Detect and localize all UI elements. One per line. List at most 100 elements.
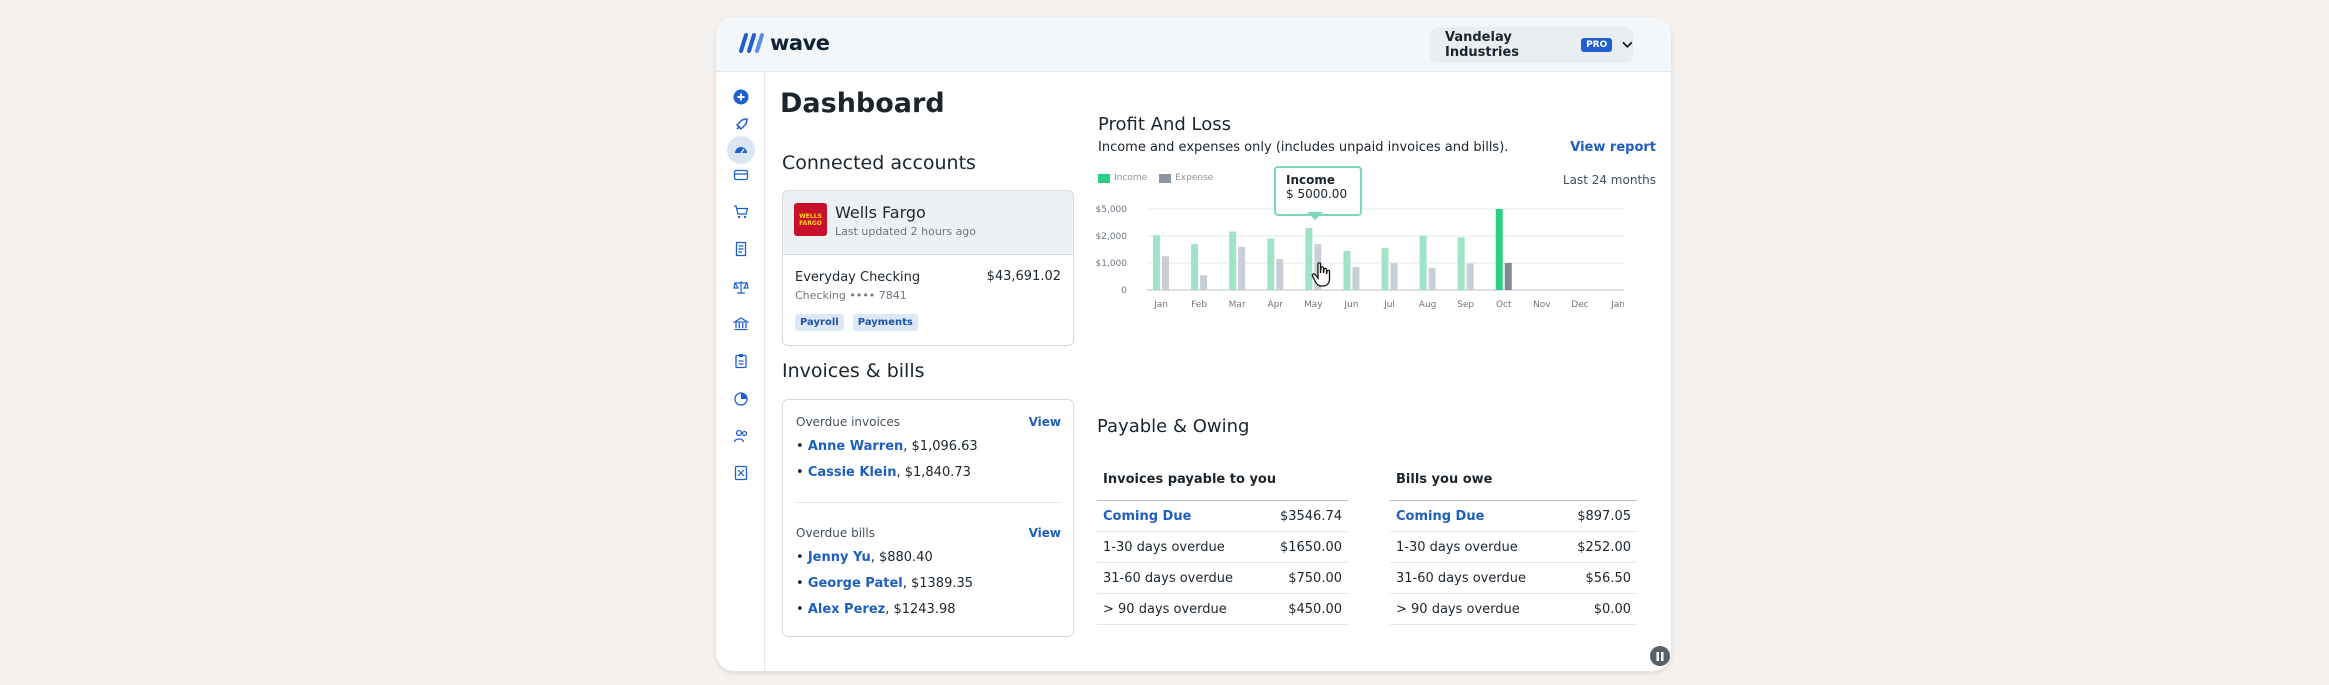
invoices-payable-table: Invoices payable to you Coming Due $3546… xyxy=(1097,460,1348,640)
scale-icon[interactable] xyxy=(730,276,752,298)
tooltip-value: $ 5000.00 xyxy=(1286,187,1348,201)
x-tick-label: Jul xyxy=(1383,300,1395,310)
income-bar[interactable] xyxy=(1153,235,1160,290)
customer-link[interactable]: Cassie Klein xyxy=(807,465,897,480)
expense-bar[interactable] xyxy=(1200,275,1208,290)
divider xyxy=(796,502,1062,503)
bills-owe-table: Bills you owe Coming Due $897.05 1-30 da… xyxy=(1390,460,1637,640)
bank-account-card[interactable]: WELLS FARGO Wells Fargo Last updated 2 h… xyxy=(782,190,1074,346)
y-tick-label: $2,000 xyxy=(1096,232,1128,242)
header-divider xyxy=(1390,500,1637,501)
tooltip-pointer xyxy=(1307,212,1323,220)
y-tick-label: $5,000 xyxy=(1096,205,1128,215)
overdue-invoice-item: • Anne Warren, $1,096.63 xyxy=(796,439,978,454)
dashboard-icon[interactable] xyxy=(727,136,755,164)
x-tick-label: Jan xyxy=(1610,300,1624,310)
row-label: 31-60 days overdue xyxy=(1396,570,1526,586)
bank-icon[interactable] xyxy=(730,313,752,335)
row-value: $1650.00 xyxy=(1279,539,1342,555)
view-report-link[interactable]: View report xyxy=(1570,140,1656,155)
invoices-payable-header: Invoices payable to you xyxy=(1103,472,1277,487)
bank-header: WELLS FARGO Wells Fargo Last updated 2 h… xyxy=(783,191,1073,255)
invoice-row-1-30[interactable]: 1-30 days overdue $1650.00 xyxy=(1097,532,1348,563)
customer-link[interactable]: Anne Warren xyxy=(807,439,904,454)
business-switcher[interactable]: Vandelay Industries PRO xyxy=(1430,27,1633,63)
income-bar[interactable] xyxy=(1419,235,1427,290)
account-tags: Payroll Payments xyxy=(795,310,922,331)
chart-legend: Income Expense xyxy=(1098,173,1213,183)
receipt-icon[interactable] xyxy=(730,238,752,260)
invoices-bills-heading: Invoices & bills xyxy=(782,360,925,382)
legend-expense-label: Expense xyxy=(1175,173,1214,183)
x-tick-label: Jun xyxy=(1343,300,1358,310)
invoice-row-90-plus[interactable]: > 90 days overdue $450.00 xyxy=(1097,594,1348,625)
cart-icon[interactable] xyxy=(730,201,752,223)
period-selector[interactable]: Last 24 months xyxy=(1562,173,1656,187)
logo-text: wave xyxy=(770,31,830,55)
chart-icon[interactable] xyxy=(730,388,752,410)
legend-income-swatch xyxy=(1098,173,1110,183)
row-value: $252.00 xyxy=(1577,539,1631,555)
vendor-link[interactable]: Jenny Yu xyxy=(807,550,871,565)
bill-row-coming-due[interactable]: Coming Due $897.05 xyxy=(1390,501,1637,532)
account-detail: Checking •••• 7841 xyxy=(795,289,907,302)
plus-icon[interactable] xyxy=(730,86,752,108)
invoice-row-coming-due[interactable]: Coming Due $3546.74 xyxy=(1097,501,1348,532)
profit-loss-heading: Profit And Loss xyxy=(1098,114,1232,135)
expense-bar[interactable] xyxy=(1162,256,1169,290)
wells-fargo-logo: WELLS FARGO xyxy=(794,203,827,236)
row-value: $3546.74 xyxy=(1279,508,1342,524)
expense-bar[interactable] xyxy=(1390,263,1398,290)
header-divider xyxy=(1097,500,1348,501)
page-title: Dashboard xyxy=(780,88,945,119)
pause-button[interactable] xyxy=(1650,646,1670,666)
income-bar[interactable] xyxy=(1229,231,1237,291)
wave-logo[interactable]: wave xyxy=(738,31,830,55)
rocket-icon[interactable] xyxy=(730,114,752,136)
income-bar[interactable] xyxy=(1305,227,1313,290)
invoice-row-31-60[interactable]: 31-60 days overdue $750.00 xyxy=(1097,563,1348,594)
income-bar[interactable] xyxy=(1343,250,1351,290)
expense-bar[interactable] xyxy=(1352,267,1360,290)
vendor-link[interactable]: Alex Perez xyxy=(807,602,886,617)
tooltip-label: Income xyxy=(1286,173,1336,187)
vendor-link[interactable]: George Patel xyxy=(807,576,903,591)
expense-bar[interactable] xyxy=(1466,263,1474,290)
income-bar[interactable] xyxy=(1495,209,1503,290)
calculator-icon[interactable] xyxy=(730,462,752,484)
bill-row-31-60[interactable]: 31-60 days overdue $56.50 xyxy=(1390,563,1637,594)
expense-bar[interactable] xyxy=(1238,246,1246,290)
chevron-down-icon xyxy=(1622,41,1633,49)
app-window: wave Vandelay Industries PRO xyxy=(716,17,1671,671)
tag-payments[interactable]: Payments xyxy=(852,314,918,331)
overdue-bill-item: • George Patel, $1389.35 xyxy=(796,576,974,591)
row-value: $750.00 xyxy=(1288,570,1342,586)
expense-bar[interactable] xyxy=(1276,258,1284,290)
income-bar[interactable] xyxy=(1457,237,1465,290)
row-label: > 90 days overdue xyxy=(1103,601,1227,617)
x-tick-label: Mar xyxy=(1229,300,1246,310)
overdue-invoices-view-link[interactable]: View xyxy=(1028,415,1061,429)
people-icon[interactable] xyxy=(730,425,752,447)
tag-payroll[interactable]: Payroll xyxy=(795,314,844,331)
income-bar[interactable] xyxy=(1267,238,1275,290)
bill-row-90-plus[interactable]: > 90 days overdue $0.00 xyxy=(1390,594,1637,625)
clipboard-icon[interactable] xyxy=(730,350,752,372)
overdue-bills-view-link[interactable]: View xyxy=(1028,526,1061,540)
main-content: Dashboard Connected accounts WELLS FARGO… xyxy=(765,72,1671,671)
connected-accounts-heading: Connected accounts xyxy=(782,152,976,174)
expense-bar[interactable] xyxy=(1428,267,1436,290)
last-updated: Last updated 2 hours ago xyxy=(835,225,977,238)
expense-bar[interactable] xyxy=(1504,263,1512,290)
row-label: 1-30 days overdue xyxy=(1103,539,1225,555)
profit-loss-subtitle: Income and expenses only (includes unpai… xyxy=(1098,140,1509,155)
row-value: $0.00 xyxy=(1593,601,1631,617)
income-bar[interactable] xyxy=(1381,248,1389,290)
profit-loss-chart: $5,000 $2,000 $1,000 0 Jan Feb Mar Apr May Jun Jul… xyxy=(1096,205,1624,310)
bill-row-1-30[interactable]: 1-30 days overdue $252.00 xyxy=(1390,532,1637,563)
x-tick-label: Jan xyxy=(1153,300,1168,310)
income-bar[interactable] xyxy=(1191,244,1199,290)
row-label: Coming Due xyxy=(1103,508,1192,524)
x-tick-label: Apr xyxy=(1267,300,1283,310)
card-icon[interactable] xyxy=(730,164,752,186)
